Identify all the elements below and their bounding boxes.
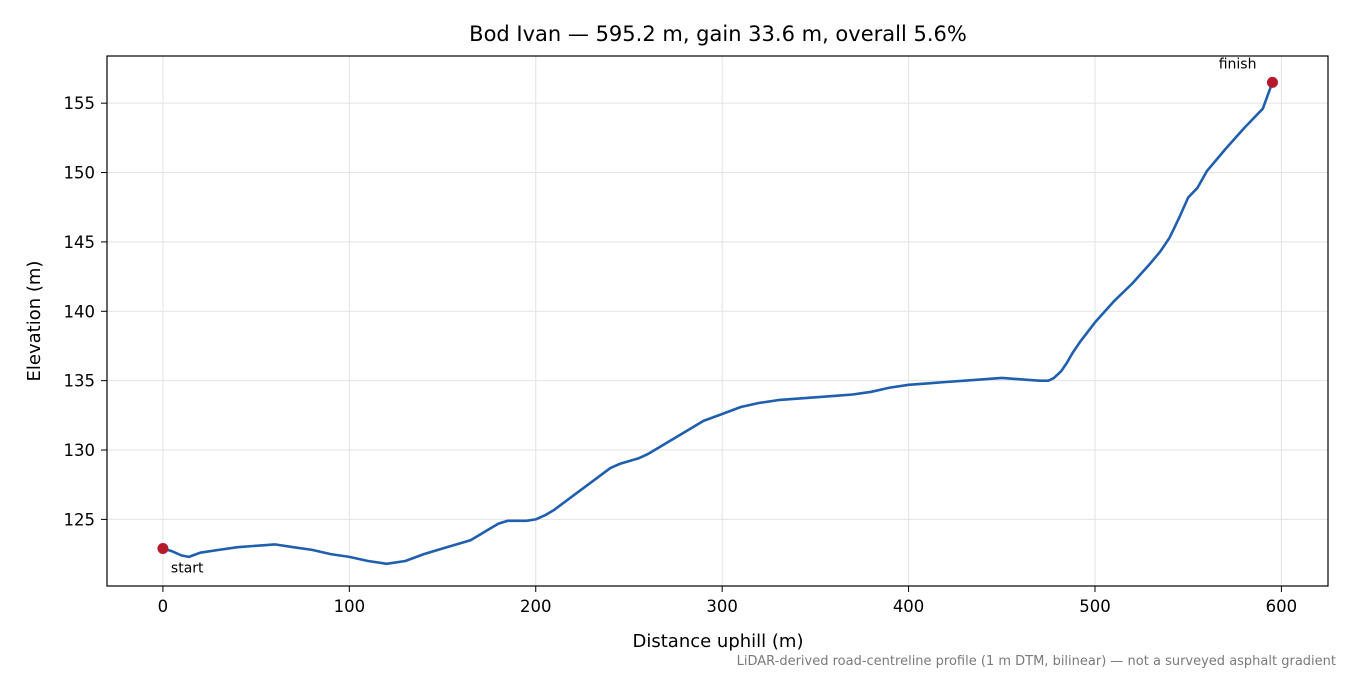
x-tick-label: 400	[893, 597, 925, 616]
start-label: start	[171, 561, 204, 577]
y-tick-label: 155	[64, 94, 96, 113]
chart-title: Bod Ivan — 595.2 m, gain 33.6 m, overall…	[469, 22, 967, 46]
x-axis-label: Distance uphill (m)	[633, 631, 804, 652]
elevation-profile-line	[161, 81, 1274, 566]
x-tick-label: 200	[520, 597, 552, 616]
y-tick-label: 140	[64, 302, 96, 321]
x-tick-label: 600	[1266, 597, 1298, 616]
footnote: LiDAR-derived road-centreline profile (1…	[737, 654, 1336, 669]
y-tick-label: 130	[64, 441, 96, 460]
x-tick-label: 0	[158, 597, 169, 616]
finish-marker	[1266, 76, 1278, 88]
finish-label: finish	[1219, 56, 1257, 72]
y-axis-label: Elevation (m)	[24, 261, 45, 382]
y-tick-label: 125	[64, 510, 96, 529]
plot-frame	[106, 55, 1329, 587]
grid	[107, 56, 1328, 586]
axis-ticks: 0 100 200 300 400 500 600 125 130 135 140 145 150 155	[64, 94, 1298, 616]
x-tick-label: 100	[334, 597, 366, 616]
y-tick-label: 145	[64, 233, 96, 252]
y-tick-label: 135	[64, 372, 96, 391]
x-tick-label: 500	[1079, 597, 1111, 616]
y-tick-label: 150	[64, 164, 96, 183]
series-layer	[161, 81, 1274, 566]
markers: start finish	[157, 56, 1278, 577]
x-tick-label: 300	[706, 597, 738, 616]
start-marker	[157, 543, 169, 555]
